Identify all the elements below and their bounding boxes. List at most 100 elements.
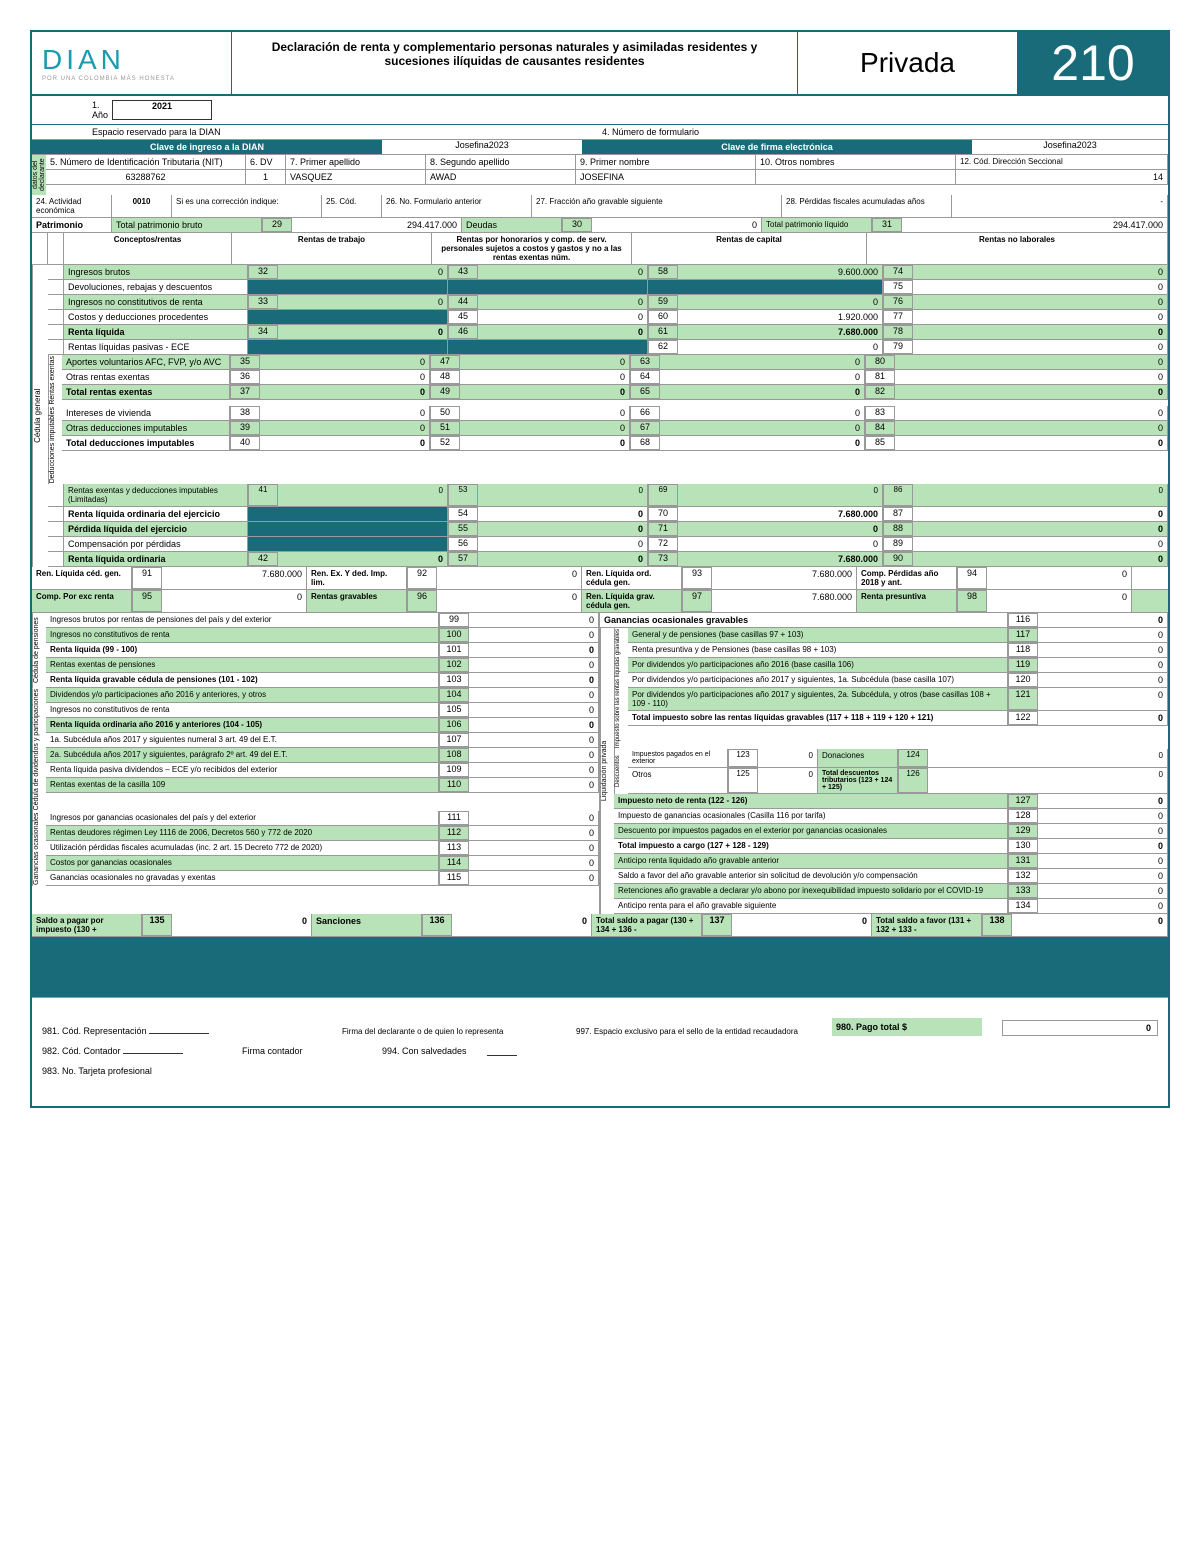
row-label: Ganancias ocasionales no gravadas y exen… xyxy=(46,871,439,885)
total-favor-num: 138 xyxy=(982,914,1012,936)
row-label: Devoluciones, rebajas y descuentos xyxy=(64,280,248,294)
cell-val: 0 xyxy=(278,552,448,566)
actividad-label: 24. Actividad económica xyxy=(32,195,112,217)
row-label: Dividendos y/o participaciones año 2016 … xyxy=(46,688,439,702)
summary-row: Ren. Líquida céd. gen.917.680.000Ren. Ex… xyxy=(32,567,1168,613)
cell-num: 68 xyxy=(630,436,660,450)
cell-val: 9.600.000 xyxy=(678,265,883,279)
sum-num: 91 xyxy=(132,567,162,589)
cell-val: 0 xyxy=(678,484,883,506)
year-label: 1. Año xyxy=(32,100,112,120)
sum-val: 7.680.000 xyxy=(162,567,307,589)
cell-num: 79 xyxy=(883,340,913,354)
row-label: Total rentas exentas xyxy=(62,385,230,399)
cell-val: 0 xyxy=(913,280,1168,294)
cell-val: 0 xyxy=(260,436,430,450)
sanciones-val: 0 xyxy=(452,914,592,936)
cell-val: 7.680.000 xyxy=(678,507,883,521)
cell-num: 46 xyxy=(448,325,478,339)
row-num: 112 xyxy=(439,826,469,840)
row-val: 0 xyxy=(1038,643,1168,657)
row-num: 105 xyxy=(439,703,469,717)
row-label: Rentas exentas y deducciones imputables … xyxy=(64,484,248,506)
cell-num: 83 xyxy=(865,406,895,420)
spacer-bar xyxy=(32,937,1168,997)
deudas-num: 30 xyxy=(562,218,592,232)
cell-num: 84 xyxy=(865,421,895,435)
cell-num: 67 xyxy=(630,421,660,435)
row-val: 0 xyxy=(1038,809,1168,823)
id-section: datos del declarante 5. Número de Identi… xyxy=(32,155,1168,195)
row-val: 0 xyxy=(469,688,599,702)
patrimonio-row: Patrimonio Total patrimonio bruto 29 294… xyxy=(32,218,1168,233)
summary-row-2: Comp. Por exc renta950Rentas gravables96… xyxy=(32,590,1168,613)
list-row: Dividendos y/o participaciones año 2016 … xyxy=(46,688,599,703)
row-val: 0 xyxy=(1038,658,1168,672)
total-favor-val: 0 xyxy=(1012,914,1168,936)
list-row: Por dividendos y/o participaciones año 2… xyxy=(628,673,1168,688)
row-val: 0 xyxy=(1038,899,1168,913)
cell-num: 45 xyxy=(448,310,478,324)
cell-val: 0 xyxy=(913,265,1168,279)
cell-val: 0 xyxy=(278,295,448,309)
cod25-label: 25. Cód. xyxy=(322,195,382,217)
cell-val: 0 xyxy=(260,385,430,399)
sum-val: 0 xyxy=(437,590,582,612)
cell-num: 77 xyxy=(883,310,913,324)
row-label: Otras rentas exentas xyxy=(62,370,230,384)
bruto-num: 29 xyxy=(262,218,292,232)
list-row: Ganancias ocasionales no gravadas y exen… xyxy=(46,871,599,886)
correccion-label: Si es una corrección indique: xyxy=(172,195,322,217)
cell-val: 0 xyxy=(660,385,865,399)
row-label: Renta líquida ordinaria año 2016 y anter… xyxy=(46,718,439,732)
row-label: Compensación por pérdidas xyxy=(64,537,248,551)
grid-row: Ingresos brutos320430589.600.000740 xyxy=(48,265,1168,280)
row-num: 104 xyxy=(439,688,469,702)
datos-label: datos del declarante xyxy=(32,155,46,195)
row-val: 0 xyxy=(1038,884,1168,898)
cell-val: 0 xyxy=(460,385,630,399)
cell-num: 90 xyxy=(883,552,913,566)
grid-row: Compensación por pérdidas560720890 xyxy=(48,537,1168,552)
cell-val: 0 xyxy=(913,552,1168,566)
cell-val: 0 xyxy=(460,406,630,420)
cell-val: 0 xyxy=(478,265,648,279)
row-val: 0 xyxy=(1038,794,1168,808)
list-row: Ingresos no constitutivos de renta1000 xyxy=(46,628,599,643)
form-title: Declaración de renta y complementario pe… xyxy=(232,32,798,94)
row-num: 115 xyxy=(439,871,469,885)
cell-num: 73 xyxy=(648,552,678,566)
form-header: DIAN POR UNA COLOMBIA MÁS HONESTA Declar… xyxy=(32,32,1168,96)
cell-val: 0 xyxy=(478,484,648,506)
cell-num: 80 xyxy=(865,355,895,369)
trabajo-header: Rentas de trabajo xyxy=(232,233,432,264)
cell-val: 0 xyxy=(278,325,448,339)
list-row: Renta líquida (99 - 100)1010 xyxy=(46,643,599,658)
firma-cont-label: Firma contador xyxy=(242,1046,362,1056)
nombre1-value: JOSEFINA xyxy=(576,170,756,184)
row-label: Intereses de vivienda xyxy=(62,406,230,420)
nombre1-label: 9. Primer nombre xyxy=(576,155,756,169)
sum-num: 93 xyxy=(682,567,712,589)
row-label: 1a. Subcédula años 2017 y siguientes num… xyxy=(46,733,439,747)
imp-rentas-vlabel: Impuesto sobre las rentas líquidas grava… xyxy=(614,628,628,749)
cell-val: 0 xyxy=(895,355,1168,369)
dv-value: 1 xyxy=(246,170,286,184)
row-num: 132 xyxy=(1008,869,1038,883)
clave-ingreso-value: Josefina2023 xyxy=(382,140,582,154)
grid-row: Rentas líquidas pasivas - ECE620790 xyxy=(48,340,1168,355)
cell-num: 55 xyxy=(448,522,478,536)
cell-val: 0 xyxy=(460,355,630,369)
cell-val: 0 xyxy=(478,325,648,339)
row-num: 129 xyxy=(1008,824,1038,838)
grid-row: Pérdida líquida del ejercicio550710880 xyxy=(48,522,1168,537)
row-val: 0 xyxy=(469,856,599,870)
cell-num: 89 xyxy=(883,537,913,551)
cell-val: 0 xyxy=(660,421,865,435)
liquido-label: Total patrimonio líquido xyxy=(762,218,872,232)
clave-firma-value: Josefina2023 xyxy=(972,140,1168,154)
cell-val: 0 xyxy=(478,295,648,309)
cell-val: 0 xyxy=(895,370,1168,384)
cell-val: 0 xyxy=(913,340,1168,354)
list-row: 2a. Subcédula años 2017 y siguientes, pa… xyxy=(46,748,599,763)
